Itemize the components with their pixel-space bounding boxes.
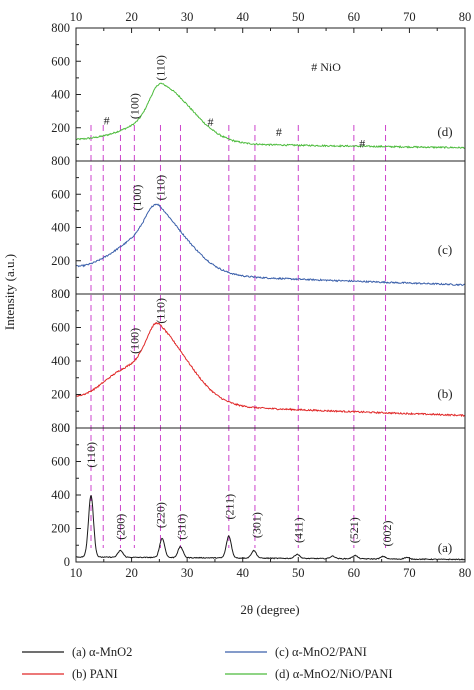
x-tick-label-top: 10 xyxy=(70,10,83,24)
x-tick-label-top: 60 xyxy=(348,10,361,24)
panel-label-d: (d) xyxy=(437,124,452,139)
nio-marker: # xyxy=(207,115,213,129)
y-tick-label: 400 xyxy=(51,488,70,502)
peak-annotation: (002) xyxy=(380,521,394,547)
x-tick-label-bottom: 40 xyxy=(236,566,249,580)
series-line-b xyxy=(75,321,466,418)
x-axis-title: 2θ (degree) xyxy=(240,602,299,617)
y-tick-label: 600 xyxy=(51,321,70,335)
y-tick-label: 600 xyxy=(51,54,70,68)
y-tick-label: 400 xyxy=(51,221,70,235)
y-tick-label: 200 xyxy=(51,254,70,268)
peak-annotation: (100) xyxy=(130,185,144,211)
x-tick-label-top: 80 xyxy=(459,10,472,24)
y-tick-label: 200 xyxy=(51,121,70,135)
x-tick-label-bottom: 60 xyxy=(348,566,361,580)
x-tick-label-top: 20 xyxy=(125,10,138,24)
axes-layer: 10 10 20 20 30 30 40 40 50 50 60 60 70 70 80 80 200 400 60… xyxy=(51,10,471,580)
y-tick-label: 0 xyxy=(64,421,70,435)
y-tick-label: 800 xyxy=(51,287,70,301)
y-tick-label: 200 xyxy=(51,522,70,536)
panel-label-b: (b) xyxy=(437,386,452,401)
y-tick-label: 600 xyxy=(51,455,70,469)
x-tick-label-top: 70 xyxy=(403,10,416,24)
x-tick-label-bottom: 30 xyxy=(181,566,194,580)
reference-lines xyxy=(90,125,387,548)
y-tick-label: 0 xyxy=(64,555,70,569)
y-tick-label: 800 xyxy=(51,421,70,435)
y-tick-label: 200 xyxy=(51,388,70,402)
y-tick-label: 400 xyxy=(51,88,70,102)
y-axis-title: Intensity (a.u.) xyxy=(2,254,17,330)
peak-annotation: (220) xyxy=(154,502,168,528)
peak-annotation: (110) xyxy=(154,175,168,201)
panel-label-a: (a) xyxy=(438,540,452,555)
nio-marker: # xyxy=(276,125,282,139)
annotations-layer: # (100) (110) # # # # NiO (100) (110) (100) (110) (… xyxy=(84,55,394,546)
peak-annotation: (110) xyxy=(154,298,168,324)
x-tick-label-bottom: 20 xyxy=(125,566,138,580)
peak-annotation: (100) xyxy=(127,93,141,119)
peak-annotation: (200) xyxy=(114,514,128,540)
peak-annotation: (110) xyxy=(84,442,98,468)
peak-annotation: (100) xyxy=(127,328,141,354)
x-tick-label-top: 40 xyxy=(236,10,249,24)
panel-label-c: (c) xyxy=(438,242,452,257)
x-tick-label-bottom: 10 xyxy=(70,566,83,580)
nio-marker: # xyxy=(359,137,365,151)
peak-annotation: (211) xyxy=(222,494,236,520)
x-tick-label-top: 50 xyxy=(292,10,305,24)
x-tick-label-top: 30 xyxy=(181,10,194,24)
peak-annotation: (521) xyxy=(347,517,361,543)
nio-legend-note: # NiO xyxy=(311,60,341,74)
series-line-c xyxy=(75,203,466,287)
nio-marker: # xyxy=(104,113,110,127)
x-tick-label-bottom: 80 xyxy=(459,566,472,580)
series-layer xyxy=(75,82,466,561)
peak-annotation: (310) xyxy=(175,514,189,540)
legend-entry: (b) PANI xyxy=(72,667,118,681)
peak-annotation: (301) xyxy=(250,512,264,538)
peak-annotation: (110) xyxy=(154,55,168,81)
legend: (a) α-MnO2 (b) PANI (c) α-MnO2/PANI (d) α-M… xyxy=(22,645,393,681)
legend-entry: (d) α-MnO2/NiO/PANI xyxy=(275,667,393,681)
legend-entry: (a) α-MnO2 xyxy=(72,645,132,659)
x-tick-label-bottom: 50 xyxy=(292,566,305,580)
y-tick-label: 800 xyxy=(51,154,70,168)
y-tick-label: 600 xyxy=(51,187,70,201)
peak-annotation: (411) xyxy=(291,517,305,543)
y-tick-label: 400 xyxy=(51,354,70,368)
y-tick-label: 800 xyxy=(51,21,70,35)
series-line-d xyxy=(75,82,466,150)
y-tick-label: 0 xyxy=(64,287,70,301)
x-tick-label-bottom: 70 xyxy=(403,566,416,580)
panels-layer: (d) (c) (b) (a) xyxy=(437,124,452,555)
series-line-a xyxy=(75,495,466,561)
legend-entry: (c) α-MnO2/PANI xyxy=(275,645,367,659)
